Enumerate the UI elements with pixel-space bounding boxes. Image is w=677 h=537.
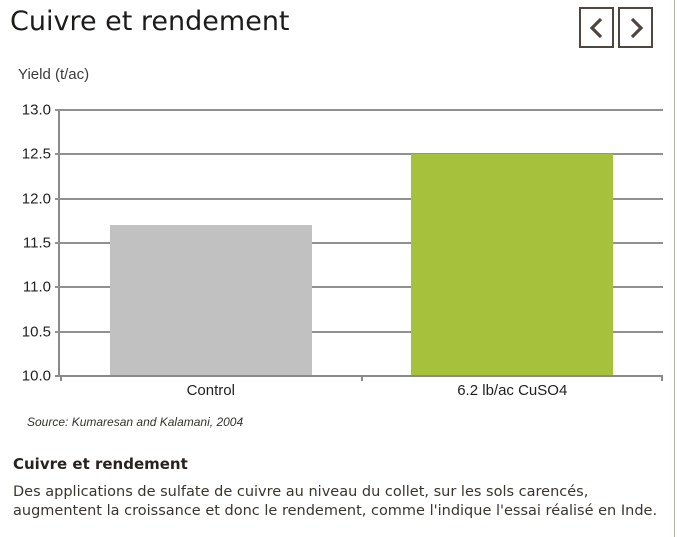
ytick-label-10.5: 10.5 (21, 323, 51, 341)
gridline-10.5 (55, 330, 663, 333)
caption-title: Cuivre et rendement (13, 455, 188, 473)
caption: Cuivre et rendement Des applications de … (13, 455, 658, 521)
x-category-label-0: Control (186, 382, 235, 399)
chevron-left-icon (586, 15, 608, 41)
x-category-label-1: 6.2 lb/ac CuSO4 (457, 382, 568, 399)
page-title: Cuivre et rendement (10, 6, 290, 37)
ytick-label-10.0: 10.0 (21, 367, 51, 385)
gridline-11.0 (55, 286, 663, 289)
ytick-label-11.0: 11.0 (22, 278, 51, 296)
bar-6-2-lb-ac-cuso4 (411, 154, 614, 375)
source-text: Source: Kumaresan and Kalamani, 2004 (27, 415, 244, 429)
bar-chart: Yield (t/ac) 13.0 12.5 12.0 11.5 11.0 10.5 10.… (0, 62, 674, 432)
plot-area: 13.0 12.5 12.0 11.5 11.0 10.5 10.0 Control 6.2 l… (22, 102, 663, 399)
gridline-12.0 (55, 197, 663, 200)
caption-body: Des applications de sulfate de cuivre au… (13, 484, 658, 520)
gridline-13.0 (55, 109, 663, 111)
xtick-0 (60, 376, 62, 381)
chevron-right-icon (625, 15, 647, 41)
gridline-11.5 (55, 242, 663, 244)
y-axis-title: Yield (t/ac) (18, 66, 90, 83)
xtick-2 (661, 376, 663, 381)
page-right-border (674, 0, 675, 537)
prev-button[interactable] (579, 7, 614, 48)
slide-nav (579, 7, 653, 48)
gridline-12.5 (55, 153, 663, 156)
ytick-label-12.0: 12.0 (21, 190, 51, 208)
ytick-label-11.5: 11.5 (22, 234, 51, 252)
ytick-label-12.5: 12.5 (21, 145, 51, 163)
xtick-1 (360, 376, 363, 381)
gridline-10.0 (55, 375, 663, 377)
ytick-label-13.0: 13.0 (21, 101, 51, 119)
next-button[interactable] (618, 7, 653, 48)
bar-control (109, 225, 312, 375)
